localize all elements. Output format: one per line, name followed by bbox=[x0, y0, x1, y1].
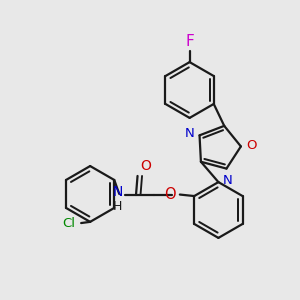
Text: O: O bbox=[246, 139, 257, 152]
Text: F: F bbox=[185, 34, 194, 50]
Text: Cl: Cl bbox=[63, 217, 76, 230]
Text: O: O bbox=[140, 159, 151, 173]
Text: N: N bbox=[112, 184, 123, 199]
Text: N: N bbox=[223, 174, 232, 187]
Text: O: O bbox=[164, 187, 176, 202]
Text: N: N bbox=[185, 127, 195, 140]
Text: H: H bbox=[112, 200, 122, 213]
